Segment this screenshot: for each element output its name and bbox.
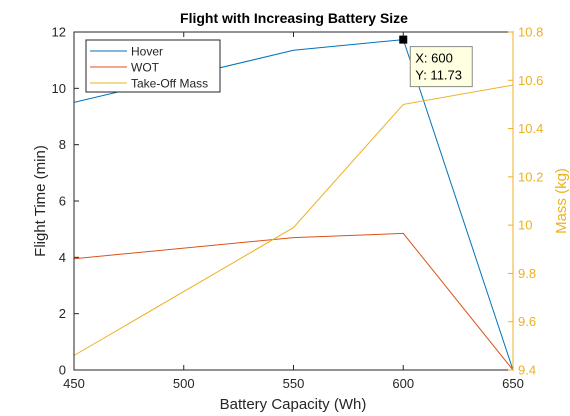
left-axis-ticks: 0 2 4 6 8 10 12	[52, 25, 79, 378]
legend-label: WOT	[131, 61, 160, 75]
x-tick-label: 450	[63, 376, 85, 391]
datatip-marker[interactable]	[399, 35, 408, 44]
right-axis-ticks: 9.4 9.6 9.8 10 10.2 10.4 10.6 10.8	[508, 25, 543, 378]
left-tick-label: 10	[52, 81, 66, 96]
datatip-x-text: X: 600	[415, 51, 453, 66]
x-axis-label: Battery Capacity (Wh)	[220, 396, 367, 413]
left-axis-label: Flight Time (min)	[32, 145, 49, 257]
x-tick-label: 500	[173, 376, 195, 391]
x-axis-ticks: 450 500 550 600 650	[63, 32, 524, 391]
chart-title: Flight with Increasing Battery Size	[180, 10, 408, 26]
x-tick-label: 650	[502, 376, 524, 391]
left-tick-label: 2	[59, 306, 66, 321]
legend: Hover WOT Take-Off Mass	[85, 39, 221, 93]
datatip[interactable]: X: 600 Y: 11.73	[399, 35, 473, 88]
series-line-wot	[73, 232, 514, 371]
left-tick-label: 8	[59, 137, 66, 152]
datatip-box	[409, 46, 473, 88]
x-tick-label: 600	[392, 376, 414, 391]
right-tick-label: 9.6	[518, 314, 536, 329]
left-tick-label: 4	[59, 250, 66, 265]
right-tick-label: 9.4	[518, 363, 536, 378]
left-tick-label: 12	[52, 25, 66, 40]
legend-label: Take-Off Mass	[131, 77, 208, 91]
right-tick-label: 10.6	[518, 73, 543, 88]
series-line-take-off-mass	[73, 84, 514, 356]
legend-label: Hover	[131, 45, 163, 59]
right-tick-label: 10.8	[518, 25, 543, 40]
right-tick-label: 9.8	[518, 266, 536, 281]
datatip-y-text: Y: 11.73	[415, 68, 462, 83]
left-tick-label: 6	[59, 194, 66, 209]
left-tick-label: 0	[59, 363, 66, 378]
x-tick-label: 550	[283, 376, 305, 391]
right-tick-label: 10.2	[518, 169, 543, 184]
right-tick-label: 10.4	[518, 121, 543, 136]
right-axis-label: Mass (kg)	[553, 168, 570, 234]
right-tick-label: 10	[518, 218, 532, 233]
